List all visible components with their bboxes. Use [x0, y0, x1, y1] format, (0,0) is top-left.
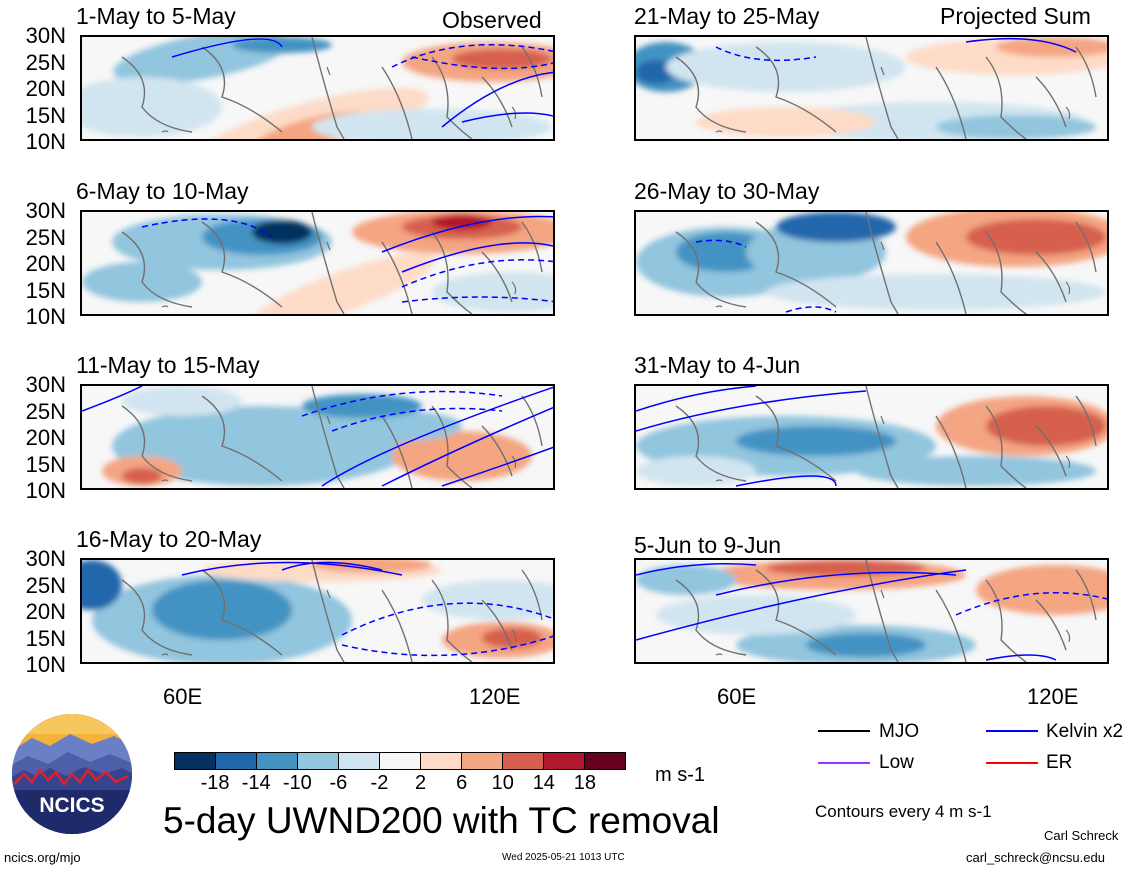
logo-text: NCICS	[39, 794, 104, 817]
map-panel-6	[634, 210, 1109, 316]
lat-label: 25N	[25, 572, 66, 598]
legend-low: Low	[879, 752, 914, 773]
lat-label: 30N	[25, 198, 66, 223]
colorbar-tick: 14	[532, 772, 555, 794]
colorbar-tick: -18	[200, 772, 230, 794]
colorbar-swatch	[175, 753, 216, 769]
map-panel-8	[634, 558, 1109, 664]
contours-note: Contours every 4 m s-1	[815, 802, 992, 821]
lat-label: 10N	[25, 304, 66, 329]
legend-mjo: MJO	[879, 721, 920, 742]
lon-label-120e: 120E	[1027, 684, 1079, 709]
lat-label: 30N	[25, 23, 66, 48]
panel-title: 26-May to 30-May	[634, 178, 820, 204]
colorbar-swatch	[257, 753, 298, 769]
colorbar-swatch	[421, 753, 462, 769]
map-panel-7	[634, 384, 1109, 490]
lat-label: 10N	[25, 478, 66, 503]
panel-title: 21-May to 25-May	[634, 3, 820, 29]
panel-title: 5-Jun to 9-Jun	[634, 532, 782, 558]
figure-title: 5-day UWND200 with TC removal	[163, 800, 720, 841]
lat-label: 20N	[25, 76, 66, 101]
colorbar-swatch	[380, 753, 421, 769]
map-panel-2	[80, 210, 555, 316]
colorbar-tick: 10	[491, 772, 514, 794]
lat-label: 15N	[25, 102, 66, 128]
map-panel-3	[80, 384, 555, 490]
map-panel-1	[80, 35, 555, 141]
lat-label: 15N	[25, 625, 66, 651]
colorbar-units: m s-1	[655, 764, 705, 786]
lat-label: 25N	[25, 49, 66, 75]
lat-label: 20N	[25, 251, 66, 276]
lat-label: 30N	[25, 372, 66, 397]
panel-title: 31-May to 4-Jun	[634, 352, 801, 378]
lat-label: 20N	[25, 425, 66, 450]
colorbar-tick: -10	[282, 772, 312, 794]
panel-title: 16-May to 20-May	[76, 526, 262, 552]
lat-label: 15N	[25, 277, 66, 303]
colorbar-swatch	[544, 753, 585, 769]
legend-kelvin: Kelvin x2	[1046, 721, 1124, 742]
email: carl_schreck@ncsu.edu	[966, 850, 1105, 865]
colorbar-swatch	[298, 753, 339, 769]
website: ncics.org/mjo	[4, 850, 81, 865]
lat-label: 10N	[25, 129, 66, 154]
panel-title: 6-May to 10-May	[76, 178, 249, 204]
low-line-icon	[818, 762, 870, 764]
colorbar	[174, 752, 626, 770]
lat-label: 25N	[25, 398, 66, 424]
colorbar-swatch	[462, 753, 503, 769]
map-panel-5	[634, 35, 1109, 141]
timestamp: Wed 2025-05-21 1013 UTC	[502, 852, 625, 863]
colorbar-tick: -6	[329, 772, 348, 794]
colorbar-tick: 2	[414, 772, 427, 794]
lat-label: 25N	[25, 224, 66, 250]
author: Carl Schreck	[1044, 828, 1119, 843]
colorbar-swatch	[339, 753, 380, 769]
colorbar-tick: 6	[456, 772, 468, 794]
lon-label-60e: 60E	[717, 684, 757, 709]
kelvin-line-icon	[986, 730, 1038, 732]
lat-label: 30N	[25, 546, 66, 571]
colorbar-tick: -14	[241, 772, 271, 794]
colorbar-tick: -2	[370, 772, 389, 794]
lon-label-60e: 60E	[163, 684, 203, 709]
ncics-logo: NCICS	[10, 712, 134, 841]
panel-title: 11-May to 15-May	[76, 352, 260, 378]
colorbar-swatch	[216, 753, 257, 769]
er-line-icon	[986, 762, 1038, 764]
map-panel-4	[80, 558, 555, 664]
lat-label: 10N	[25, 652, 66, 677]
colorbar-tick: 18	[573, 772, 597, 794]
lat-label: 15N	[25, 451, 66, 477]
observed-label: Observed	[442, 7, 542, 33]
colorbar-swatch	[503, 753, 544, 769]
legend-er: ER	[1046, 752, 1073, 773]
mjo-line-icon	[818, 730, 870, 732]
projected-label: Projected Sum	[940, 3, 1091, 29]
lon-label-120e: 120E	[469, 684, 521, 709]
colorbar-swatch	[585, 753, 625, 769]
panel-title: 1-May to 5-May	[76, 3, 236, 29]
lat-label: 20N	[25, 599, 66, 624]
